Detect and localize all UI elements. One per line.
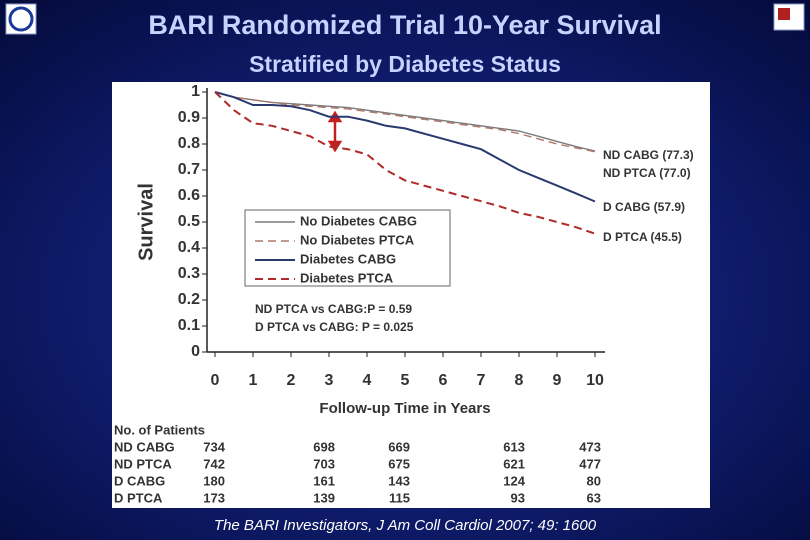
patients-count: 669 bbox=[388, 439, 410, 454]
patients-count: 734 bbox=[203, 439, 225, 454]
patients-row-label: D CABG bbox=[114, 473, 165, 488]
y-tick-label: 1 bbox=[191, 83, 200, 100]
x-tick-label: 4 bbox=[363, 372, 372, 389]
patients-row-label: ND CABG bbox=[114, 439, 175, 454]
end-label: ND CABG (77.3) bbox=[603, 148, 694, 162]
patients-count: 124 bbox=[503, 473, 525, 488]
patients-count: 613 bbox=[503, 439, 525, 454]
patients-count: 139 bbox=[313, 490, 335, 505]
p-value: ND PTCA vs CABG:P = 0.59 bbox=[255, 302, 412, 316]
citation: The BARI Investigators, J Am Coll Cardio… bbox=[214, 517, 597, 534]
y-tick-label: 0 bbox=[191, 343, 200, 360]
x-axis-label: Follow-up Time in Years bbox=[319, 400, 490, 417]
logo-right-mark bbox=[778, 8, 790, 20]
end-label: D PTCA (45.5) bbox=[603, 230, 682, 244]
y-tick-label: 0.6 bbox=[178, 187, 200, 204]
y-tick-label: 0.2 bbox=[178, 291, 200, 308]
chart-panel bbox=[112, 82, 710, 508]
x-tick-label: 5 bbox=[401, 372, 410, 389]
series-line bbox=[214, 91, 596, 235]
patients-count: 698 bbox=[313, 439, 335, 454]
slide-subtitle: Stratified by Diabetes Status bbox=[249, 51, 561, 77]
y-tick-label: 0.7 bbox=[178, 161, 200, 178]
patients-count: 115 bbox=[389, 490, 410, 505]
legend-label: No Diabetes PTCA bbox=[300, 232, 415, 247]
patients-count: 621 bbox=[503, 456, 525, 471]
end-label: D CABG (57.9) bbox=[603, 200, 685, 214]
end-label: ND PTCA (77.0) bbox=[603, 166, 691, 180]
p-value: D PTCA vs CABG: P = 0.025 bbox=[255, 320, 414, 334]
patients-count: 173 bbox=[203, 490, 225, 505]
patients-count: 675 bbox=[388, 456, 410, 471]
y-tick-label: 0.5 bbox=[178, 213, 200, 230]
patients-row-label: ND PTCA bbox=[114, 456, 172, 471]
patients-count: 93 bbox=[511, 490, 525, 505]
y-axis-label: Survival bbox=[135, 183, 157, 261]
x-tick-label: 2 bbox=[287, 372, 296, 389]
x-tick-label: 1 bbox=[249, 372, 258, 389]
y-tick-label: 0.3 bbox=[178, 265, 200, 282]
y-tick-label: 0.4 bbox=[178, 239, 200, 256]
legend-label: Diabetes PTCA bbox=[300, 270, 394, 285]
patients-count: 473 bbox=[579, 439, 601, 454]
x-tick-label: 10 bbox=[586, 372, 604, 389]
legend-label: No Diabetes CABG bbox=[300, 213, 417, 228]
patients-count: 161 bbox=[313, 473, 335, 488]
patients-title: No. of Patients bbox=[114, 422, 205, 437]
patients-count: 180 bbox=[203, 473, 225, 488]
patients-row-label: D PTCA bbox=[114, 490, 163, 505]
x-tick-label: 7 bbox=[477, 372, 486, 389]
series-line bbox=[214, 91, 596, 152]
logo-left-ring bbox=[8, 6, 34, 32]
y-tick-label: 0.1 bbox=[178, 317, 200, 334]
x-tick-label: 0 bbox=[211, 372, 220, 389]
x-tick-label: 6 bbox=[439, 372, 448, 389]
series-line bbox=[214, 91, 596, 203]
patients-count: 703 bbox=[313, 456, 335, 471]
y-tick-label: 0.8 bbox=[178, 135, 200, 152]
x-tick-label: 3 bbox=[325, 372, 334, 389]
patients-count: 80 bbox=[587, 473, 601, 488]
patients-count: 143 bbox=[388, 473, 410, 488]
patients-count: 742 bbox=[203, 456, 225, 471]
slide-title: BARI Randomized Trial 10-Year Survival bbox=[148, 10, 661, 40]
y-tick-label: 0.9 bbox=[178, 109, 200, 126]
x-tick-label: 9 bbox=[553, 372, 562, 389]
patients-count: 477 bbox=[579, 456, 601, 471]
patients-count: 63 bbox=[587, 490, 601, 505]
legend-label: Diabetes CABG bbox=[300, 251, 396, 266]
x-tick-label: 8 bbox=[515, 372, 524, 389]
